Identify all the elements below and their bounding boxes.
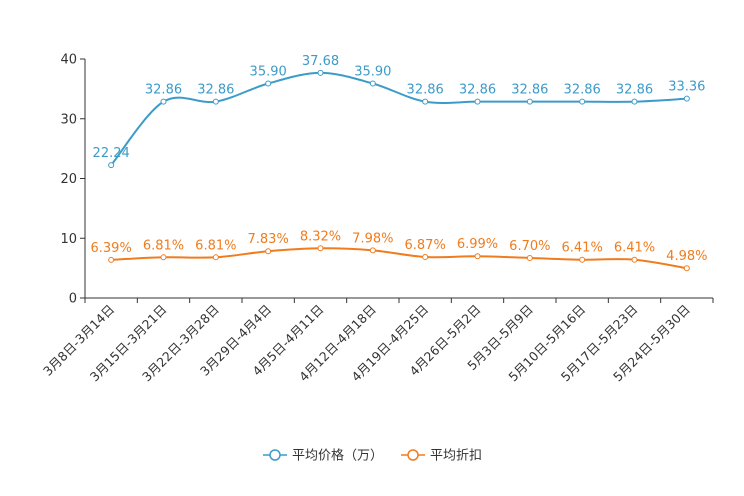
data-point <box>422 98 429 105</box>
data-point <box>317 245 324 252</box>
data-label: 6.81% <box>143 238 184 253</box>
legend-item-1: 平均价格（万） <box>263 448 383 464</box>
data-point <box>265 248 272 255</box>
data-label: 32.86 <box>459 83 496 98</box>
data-label: 35.90 <box>250 64 287 79</box>
legend-label: 平均折扣 <box>430 449 482 464</box>
data-point <box>317 69 324 76</box>
data-label: 35.90 <box>354 64 391 79</box>
data-label: 33.36 <box>668 80 705 95</box>
y-tick-label: 10 <box>60 232 77 247</box>
series-1: 22.24 32.86 32.86 35.90 37.68 35.90 32.86 32.86… <box>93 54 705 169</box>
data-point <box>212 98 219 105</box>
data-point <box>683 95 690 102</box>
y-tick-label: 20 <box>60 172 77 187</box>
data-point <box>526 98 533 105</box>
data-point <box>579 98 586 105</box>
chart-legend: 平均价格（万） 平均折扣 <box>263 448 482 464</box>
legend-marker-icon <box>407 449 419 461</box>
data-label: 4.98% <box>666 249 707 264</box>
data-point <box>369 247 376 254</box>
data-point <box>631 98 638 105</box>
series-layer: 22.24 32.86 32.86 35.90 37.68 35.90 32.86 32.86… <box>91 54 707 272</box>
data-point <box>683 265 690 272</box>
data-label: 32.86 <box>564 83 601 98</box>
data-point <box>212 254 219 261</box>
data-point <box>369 80 376 87</box>
data-point <box>108 256 115 263</box>
legend-item-2: 平均折扣 <box>401 449 482 464</box>
data-point <box>474 253 481 260</box>
legend-marker-icon <box>269 449 281 461</box>
data-label: 32.86 <box>145 83 182 98</box>
data-point <box>265 80 272 87</box>
data-label: 7.98% <box>352 231 393 246</box>
data-label: 6.87% <box>405 238 446 253</box>
data-label: 6.70% <box>509 239 550 254</box>
data-point <box>631 256 638 263</box>
data-point <box>160 254 167 261</box>
data-label: 6.39% <box>91 241 132 256</box>
data-point <box>526 254 533 261</box>
y-tick-label: 40 <box>60 53 77 68</box>
series-2: 6.39% 6.81% 6.81% 7.83% 8.32% 7.98% 6.87% 6.99%… <box>91 229 707 272</box>
data-label: 22.24 <box>93 146 130 161</box>
data-label: 6.41% <box>614 241 655 256</box>
data-label: 6.99% <box>457 237 498 252</box>
data-label: 37.68 <box>302 54 339 69</box>
data-point <box>160 98 167 105</box>
y-tick-label: 0 <box>69 292 77 307</box>
data-point <box>579 256 586 263</box>
data-label: 32.86 <box>511 83 548 98</box>
data-point <box>108 162 115 169</box>
legend-label: 平均价格（万） <box>292 448 383 464</box>
data-point <box>422 253 429 260</box>
data-label: 7.83% <box>248 232 289 247</box>
series-line <box>111 247 687 270</box>
data-label: 6.81% <box>195 238 236 253</box>
data-label: 32.86 <box>616 83 653 98</box>
data-label: 32.86 <box>197 83 234 98</box>
data-label: 32.86 <box>407 83 444 98</box>
data-label: 6.41% <box>562 241 603 256</box>
data-label: 8.32% <box>300 229 341 244</box>
data-point <box>474 98 481 105</box>
y-tick-label: 30 <box>60 112 77 127</box>
